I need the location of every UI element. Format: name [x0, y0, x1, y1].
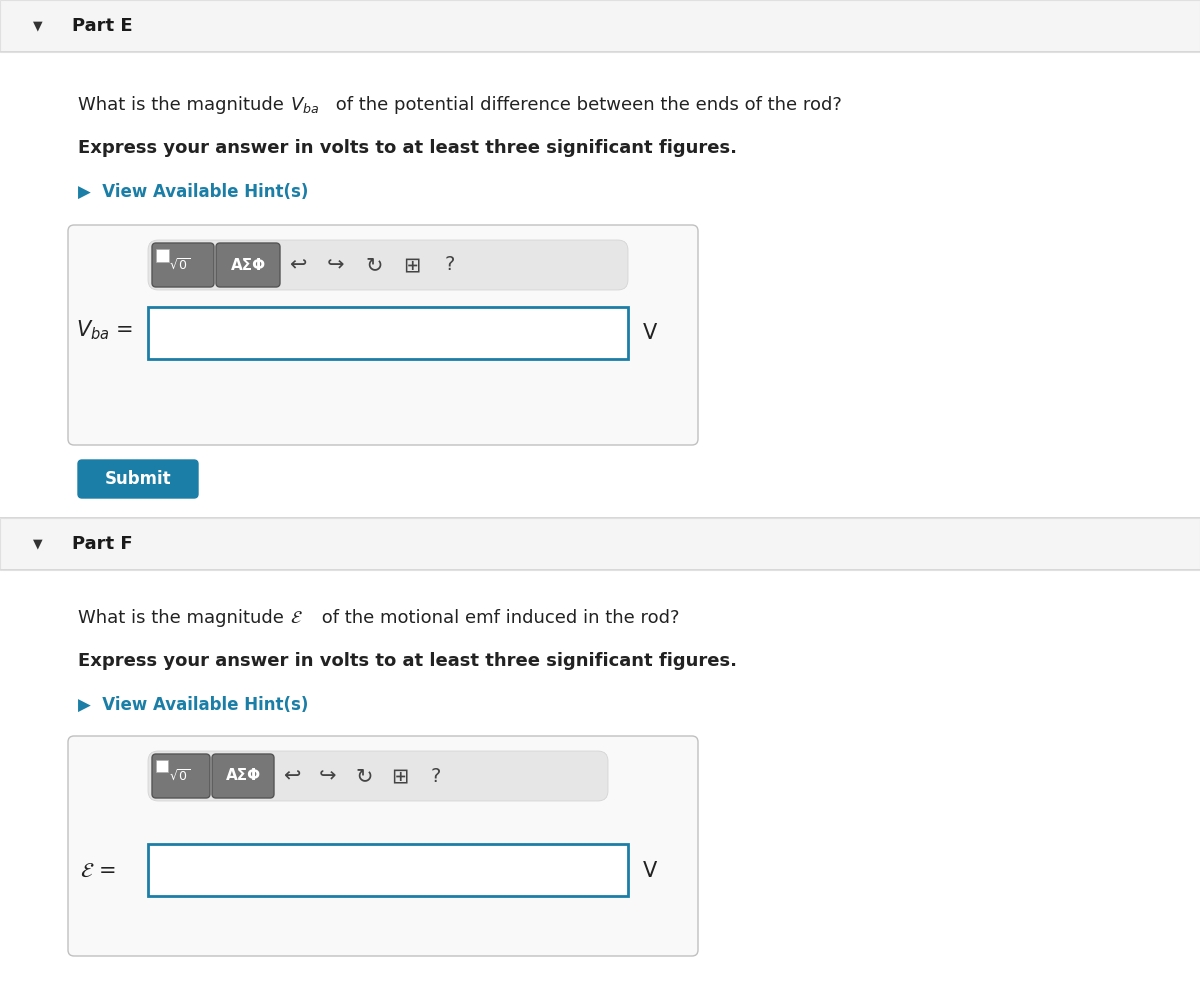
Text: Submit: Submit	[104, 470, 172, 488]
Text: ↩: ↩	[289, 255, 307, 275]
Text: What is the magnitude: What is the magnitude	[78, 609, 289, 627]
Text: Part F: Part F	[72, 535, 133, 553]
Bar	[148, 844, 628, 896]
Text: V: V	[643, 323, 658, 343]
Text: V: V	[643, 861, 658, 881]
Text: ΑΣΦ: ΑΣΦ	[230, 257, 265, 272]
Text: Part E: Part E	[72, 17, 133, 35]
Bar	[156, 249, 169, 262]
Text: ↪: ↪	[328, 255, 344, 275]
Text: ▶  View Available Hint(s): ▶ View Available Hint(s)	[78, 696, 308, 714]
Text: Express your answer in volts to at least three significant figures.: Express your answer in volts to at least…	[78, 652, 737, 670]
Text: $V_{ba}$: $V_{ba}$	[290, 95, 319, 115]
Bar	[0, 570, 1200, 1008]
Bar	[0, 52, 1200, 482]
Bar	[148, 307, 628, 359]
FancyBboxPatch shape	[152, 754, 210, 798]
Text: ⊞: ⊞	[391, 766, 409, 786]
Text: ▶  View Available Hint(s): ▶ View Available Hint(s)	[78, 183, 308, 201]
FancyBboxPatch shape	[148, 240, 628, 290]
FancyBboxPatch shape	[68, 736, 698, 956]
Text: ↪: ↪	[319, 766, 337, 786]
FancyBboxPatch shape	[212, 754, 274, 798]
Text: $V_{ba}$ =: $V_{ba}$ =	[77, 319, 133, 342]
FancyBboxPatch shape	[148, 751, 608, 801]
Text: of the motional emf induced in the rod?: of the motional emf induced in the rod?	[316, 609, 679, 627]
Bar	[156, 760, 168, 772]
Text: ▼: ▼	[34, 537, 43, 550]
Text: ▼: ▼	[34, 19, 43, 32]
Text: ΑΣΦ: ΑΣΦ	[226, 768, 260, 783]
Text: $\sqrt{0}$: $\sqrt{0}$	[169, 768, 191, 783]
Text: ↻: ↻	[355, 766, 373, 786]
FancyBboxPatch shape	[216, 243, 280, 287]
Text: $\sqrt{0}$: $\sqrt{0}$	[169, 257, 191, 272]
Text: ?: ?	[445, 255, 455, 274]
FancyBboxPatch shape	[68, 225, 698, 445]
Text: ↩: ↩	[283, 766, 301, 786]
Text: $\mathcal{E}$ =: $\mathcal{E}$ =	[80, 861, 115, 881]
Text: $\mathcal{E}$: $\mathcal{E}$	[290, 609, 302, 627]
Text: What is the magnitude: What is the magnitude	[78, 96, 289, 114]
Text: ?: ?	[431, 766, 442, 785]
Text: ⊞: ⊞	[403, 255, 421, 275]
Text: Express your answer in volts to at least three significant figures.: Express your answer in volts to at least…	[78, 139, 737, 157]
Text: of the potential difference between the ends of the rod?: of the potential difference between the …	[330, 96, 842, 114]
FancyBboxPatch shape	[152, 243, 214, 287]
FancyBboxPatch shape	[78, 460, 198, 498]
Text: ↻: ↻	[365, 255, 383, 275]
Bar	[0, 0, 1200, 52]
Bar	[0, 518, 1200, 570]
